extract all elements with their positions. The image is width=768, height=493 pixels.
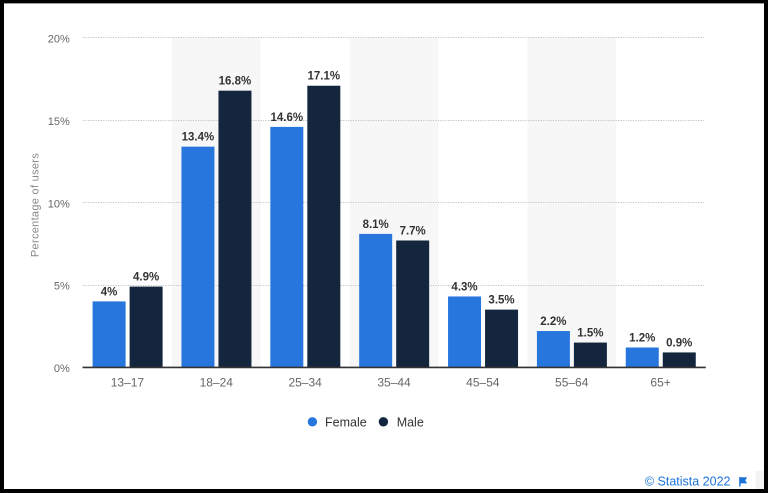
svg-text:© Statista 2022: © Statista 2022 — [645, 475, 731, 489]
svg-text:16.8%: 16.8% — [219, 76, 252, 88]
svg-text:4.3%: 4.3% — [451, 281, 477, 293]
svg-text:13–17: 13–17 — [111, 376, 145, 390]
svg-text:3.5%: 3.5% — [488, 295, 514, 307]
svg-text:Female: Female — [325, 416, 367, 430]
svg-text:4%: 4% — [101, 286, 118, 298]
svg-text:10%: 10% — [48, 198, 70, 210]
svg-text:55–64: 55–64 — [555, 376, 589, 390]
svg-text:Percentage of users: Percentage of users — [30, 153, 42, 257]
svg-text:8.1%: 8.1% — [363, 219, 389, 231]
svg-text:1.5%: 1.5% — [577, 328, 603, 340]
svg-text:45–54: 45–54 — [466, 376, 500, 390]
svg-text:4.9%: 4.9% — [133, 272, 159, 284]
svg-text:25–34: 25–34 — [288, 376, 322, 390]
svg-text:13.4%: 13.4% — [182, 132, 215, 144]
svg-text:2.2%: 2.2% — [540, 316, 566, 328]
svg-text:15%: 15% — [48, 116, 70, 128]
svg-text:18–24: 18–24 — [200, 376, 234, 390]
svg-text:5%: 5% — [54, 281, 70, 293]
svg-text:1.2%: 1.2% — [629, 333, 655, 345]
svg-text:17.1%: 17.1% — [308, 71, 341, 83]
svg-text:35–44: 35–44 — [377, 376, 411, 390]
svg-text:0%: 0% — [54, 363, 70, 375]
svg-text:20%: 20% — [48, 34, 70, 46]
svg-text:7.7%: 7.7% — [400, 225, 426, 237]
svg-text:14.6%: 14.6% — [271, 112, 304, 124]
svg-text:Male: Male — [397, 416, 424, 430]
svg-text:0.9%: 0.9% — [666, 337, 692, 349]
svg-text:65+: 65+ — [650, 376, 670, 390]
